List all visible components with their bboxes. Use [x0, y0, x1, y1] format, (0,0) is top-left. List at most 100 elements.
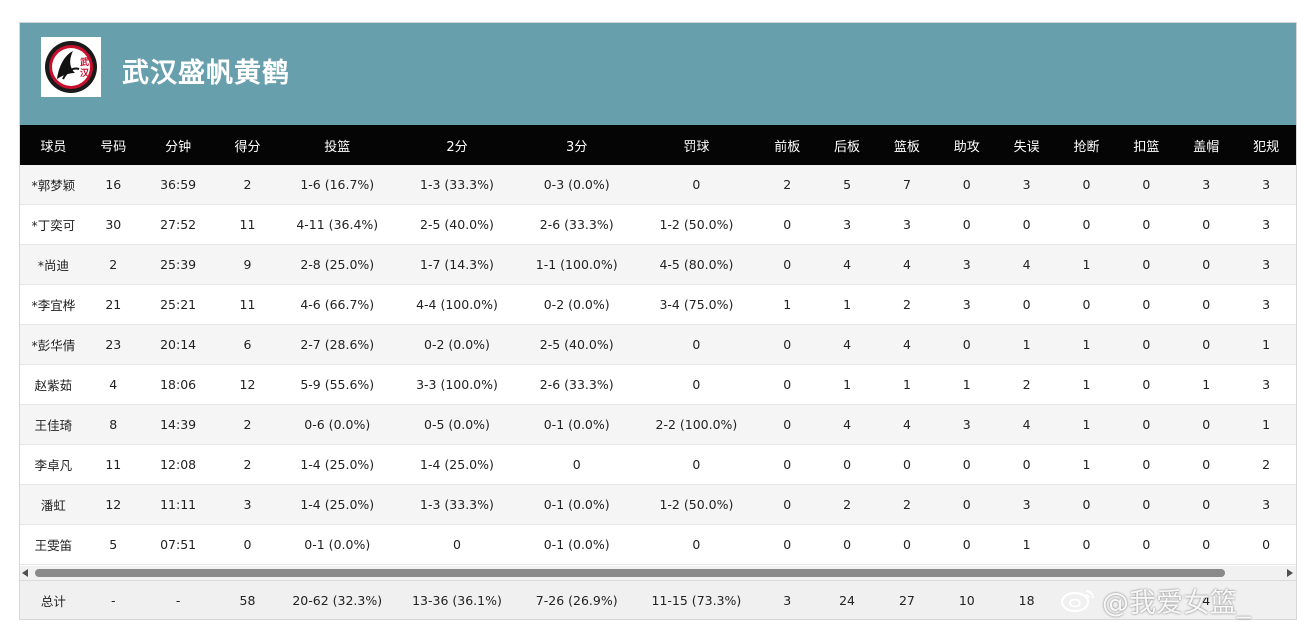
stat-cell: 3 [1262, 257, 1271, 272]
stat-cell: 4 [902, 417, 911, 432]
stat-cell: 3 [1262, 297, 1271, 312]
stat-cell: 1-4 (25.0%) [300, 497, 375, 512]
stat-cell: 2-2 (100.0%) [655, 417, 738, 432]
table-row: 潘虹 12 11:11 3 1-4 (25.0%) 1-3 (33.3%) 0-1 (0.0… [20, 485, 1296, 525]
stat-cell: 0 [243, 537, 252, 552]
stat-cell: 11 [239, 297, 256, 312]
column-header: 助攻 [953, 139, 980, 155]
stat-cell: 36:59 [160, 177, 197, 192]
stat-cell: 0 [843, 537, 852, 552]
stat-cell: 2 [1022, 377, 1031, 392]
stat-cell: 1-6 (16.7%) [300, 177, 375, 192]
stat-cell: 1 [1082, 457, 1091, 472]
total-cell: - [175, 593, 181, 608]
stat-cell: 2 [243, 177, 252, 192]
stat-cell: 5 [109, 537, 118, 552]
stat-cell: 0 [962, 457, 971, 472]
player-name: 王雯笛 [34, 538, 73, 553]
stat-cell: 4 [902, 337, 911, 352]
stat-cell: 0 [1082, 177, 1091, 192]
column-header: 2分 [446, 139, 468, 155]
stat-cell: 1 [902, 377, 911, 392]
stat-cell: 1 [1262, 417, 1271, 432]
total-cell: 18 [1018, 593, 1035, 608]
stat-cell: 0-2 (0.0%) [543, 297, 610, 312]
stat-cell: 2 [1262, 457, 1271, 472]
stat-cell: 3 [1262, 217, 1271, 232]
stat-cell: 25:21 [160, 297, 197, 312]
stat-cell: 1-1 (100.0%) [535, 257, 618, 272]
stat-cell: 0 [692, 337, 701, 352]
stat-cell: 2-5 (40.0%) [420, 217, 494, 232]
stat-cell: 0 [1202, 417, 1211, 432]
column-header: 球员 [40, 139, 67, 155]
stat-cell: 3 [1262, 497, 1271, 512]
stat-cell: 0 [902, 537, 911, 552]
stat-cell: 3 [962, 257, 971, 272]
table-row: *丁奕可 30 27:52 11 4-11 (36.4%) 2-5 (40.0%) 2-6 … [20, 205, 1296, 245]
column-header: 3分 [566, 139, 588, 155]
team-header: 武 汉 武汉盛帆黄鹤 [20, 23, 1296, 125]
stat-cell: 0 [962, 217, 971, 232]
stat-cell: 2 [109, 257, 118, 272]
stat-cell: 2 [783, 177, 792, 192]
stat-cell: 0 [902, 457, 911, 472]
scroll-right-icon[interactable] [1287, 569, 1293, 577]
stat-cell: 0 [962, 177, 971, 192]
totals-row: 总计 - - 58 20-62 (32.3%) 13-36 (36.1%) 7-26 (26… [20, 580, 1296, 619]
stat-cell: 11 [239, 217, 256, 232]
stat-cell: 12:08 [160, 457, 197, 472]
column-header: 篮板 [893, 139, 920, 155]
stat-cell: 2-6 (33.3%) [539, 377, 614, 392]
stat-cell: 16 [105, 177, 122, 192]
stat-cell: 2-5 (40.0%) [539, 337, 614, 352]
stat-cell: 0-5 (0.0%) [424, 417, 490, 432]
stat-cell: 0 [1142, 177, 1151, 192]
stat-cell: 27:52 [160, 217, 197, 232]
stat-cell: 3 [243, 497, 252, 512]
stat-cell: 0 [783, 377, 792, 392]
table-header-row: 球员 号码 分钟 得分 投篮 2分 3分 罚球 前板 后板 篮板 助攻 失误 抢断 扣篮 盖帽 犯规 [20, 125, 1296, 165]
stat-cell: 3-3 (100.0%) [416, 377, 498, 392]
player-name: *郭梦颖 [31, 178, 76, 193]
stat-cell: 1 [1022, 537, 1031, 552]
stat-cell: 0 [1202, 337, 1211, 352]
player-name: 王佳琦 [34, 418, 73, 433]
stat-cell: 3 [1022, 177, 1031, 192]
horizontal-scrollbar[interactable] [20, 566, 1296, 580]
stat-cell: 4-11 (36.4%) [296, 217, 379, 232]
stat-cell: 1-3 (33.3%) [420, 177, 494, 192]
team-logo: 武 汉 [41, 37, 101, 97]
stat-cell: 0-1 (0.0%) [543, 537, 610, 552]
stat-cell: 0 [692, 177, 701, 192]
stat-cell: 0-6 (0.0%) [304, 417, 371, 432]
stat-cell: 0 [1022, 217, 1031, 232]
stat-cell: 12 [239, 377, 256, 392]
total-cell: 13-36 (36.1%) [412, 593, 502, 608]
player-name: *尚迪 [37, 258, 70, 273]
stat-cell: 1-3 (33.3%) [420, 497, 494, 512]
scrollbar-thumb[interactable] [35, 569, 1225, 577]
stat-cell: 0-1 (0.0%) [543, 497, 610, 512]
team-name: 武汉盛帆黄鹤 [122, 58, 290, 89]
column-header: 扣篮 [1133, 139, 1160, 155]
stat-cell: 0-1 (0.0%) [304, 537, 371, 552]
stat-cell: 14:39 [160, 417, 197, 432]
scroll-left-icon[interactable] [22, 569, 28, 577]
stat-cell: 0 [962, 337, 971, 352]
total-cell: 27 [898, 593, 915, 608]
stat-cell: 0 [692, 457, 701, 472]
column-header: 分钟 [165, 139, 192, 155]
stat-cell: 07:51 [160, 537, 197, 552]
stat-cell: 1 [1262, 337, 1271, 352]
stat-cell: 0 [1142, 257, 1151, 272]
team-stats-panel: 武 汉 武汉盛帆黄鹤 球员 号码 分钟 得分 投篮 2分 3分 罚球 前板 后板 篮板 助攻 失误 抢断 扣… [19, 22, 1297, 620]
total-cell: 10 [958, 593, 975, 608]
stat-cell: 0 [1142, 217, 1151, 232]
stat-cell: 1 [783, 297, 792, 312]
stat-cell: 0 [1142, 537, 1151, 552]
table-row: 赵紫茹 4 18:06 12 5-9 (55.6%) 3-3 (100.0%) 2-6 (3… [20, 365, 1296, 405]
stat-cell: 4 [843, 257, 852, 272]
stat-cell: 4 [1022, 417, 1031, 432]
total-cell: - [111, 593, 116, 608]
